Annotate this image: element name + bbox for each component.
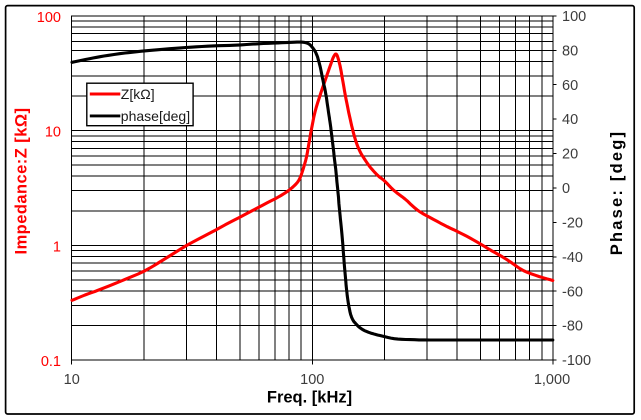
svg-text:100: 100 — [300, 372, 324, 388]
svg-text:60: 60 — [562, 78, 578, 94]
svg-text:-100: -100 — [562, 353, 591, 369]
svg-text:40: 40 — [562, 112, 578, 128]
svg-text:Phase: [deg]: Phase: [deg] — [608, 130, 626, 255]
svg-text:1: 1 — [53, 239, 61, 255]
svg-text:80: 80 — [562, 43, 578, 59]
svg-text:phase[deg]: phase[deg] — [121, 108, 190, 124]
svg-text:1,000: 1,000 — [534, 372, 570, 388]
svg-text:Z[kΩ]: Z[kΩ] — [121, 86, 155, 102]
svg-text:100: 100 — [562, 9, 586, 25]
svg-text:0: 0 — [562, 181, 570, 197]
svg-text:Impedance:Z [kΩ]: Impedance:Z [kΩ] — [13, 108, 31, 255]
svg-text:0.1: 0.1 — [41, 354, 61, 370]
svg-text:-20: -20 — [562, 216, 583, 232]
svg-text:Freq. [kHz]: Freq. [kHz] — [267, 389, 352, 407]
svg-text:20: 20 — [562, 147, 578, 163]
svg-text:-40: -40 — [562, 250, 583, 266]
svg-text:10: 10 — [64, 372, 80, 388]
svg-text:-60: -60 — [562, 284, 583, 300]
svg-text:10: 10 — [45, 125, 61, 141]
svg-text:100: 100 — [37, 10, 61, 26]
svg-text:-80: -80 — [562, 319, 583, 335]
